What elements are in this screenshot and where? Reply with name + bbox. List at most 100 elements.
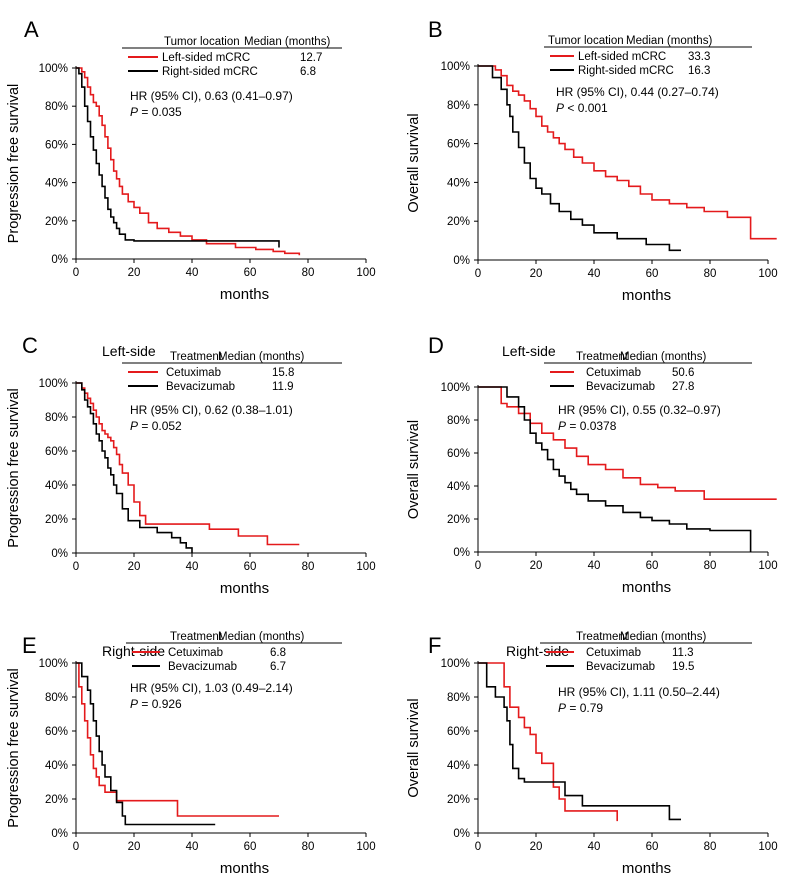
panel-subtitle: Left-side bbox=[502, 343, 556, 359]
y-tick-label: 80% bbox=[45, 101, 68, 113]
x-tick-label: 20 bbox=[128, 561, 141, 573]
survival-curve-second bbox=[478, 662, 681, 821]
p-value: < 0.001 bbox=[564, 101, 608, 115]
hazard-ratio-text: HR (95% CI), 1.11 (0.50–2.44) bbox=[558, 685, 720, 699]
x-tick-label: 60 bbox=[244, 267, 257, 279]
y-tick-label: 60% bbox=[45, 139, 68, 151]
legend-series-name: Right-sided mCRC bbox=[162, 66, 258, 78]
p-value-text: P = 0.052 bbox=[130, 419, 182, 433]
y-tick-label: 60% bbox=[45, 446, 68, 458]
y-tick-label: 0% bbox=[51, 548, 68, 560]
x-tick-label: 40 bbox=[588, 560, 601, 572]
p-value-text: P = 0.035 bbox=[130, 105, 182, 119]
legend-series-name: Cetuximab bbox=[586, 647, 641, 659]
legend-series-median: 6.8 bbox=[300, 66, 316, 78]
legend-series-median: 27.8 bbox=[672, 381, 694, 393]
y-tick-label: 80% bbox=[45, 692, 68, 704]
legend-series-median: 11.9 bbox=[272, 381, 294, 393]
y-axis-label: Progression free survival bbox=[6, 388, 22, 548]
y-tick-label: 0% bbox=[453, 828, 470, 840]
y-tick-label: 100% bbox=[39, 658, 68, 670]
y-tick-label: 80% bbox=[447, 415, 470, 427]
panel-b: B 0% 20% 40% 60% 80% 100% 0 20 40 60 80 100 Overall s… bbox=[406, 17, 778, 304]
y-tick-label: 100% bbox=[39, 378, 68, 390]
hazard-ratio-text: HR (95% CI), 1.03 (0.49–2.14) bbox=[130, 681, 293, 695]
survival-curve-first bbox=[478, 65, 777, 240]
legend-header-group: Treatment bbox=[170, 631, 223, 643]
x-tick-label: 0 bbox=[73, 267, 79, 279]
y-tick-label: 20% bbox=[447, 216, 470, 228]
x-tick-label: 40 bbox=[186, 561, 199, 573]
survival-curve-first bbox=[478, 386, 777, 500]
survival-curve-second bbox=[76, 662, 216, 826]
p-value-text: P = 0.926 bbox=[130, 697, 182, 711]
legend-header-group: Tumor location bbox=[164, 36, 240, 48]
x-tick-label: 100 bbox=[356, 841, 375, 853]
y-axis-label: Progression free survival bbox=[6, 84, 22, 244]
y-tick-label: 40% bbox=[447, 760, 470, 772]
p-symbol: P bbox=[556, 101, 564, 115]
panel-c: C Left-side 0% 20% 40% 60% 80% 100% 0 20 40 60 80 100… bbox=[6, 333, 376, 597]
p-symbol: P bbox=[130, 105, 138, 119]
p-value-text: P = 0.0378 bbox=[558, 419, 617, 433]
x-tick-label: 60 bbox=[646, 841, 659, 853]
legend-series-median: 12.7 bbox=[300, 52, 322, 64]
survival-curve-second bbox=[478, 65, 681, 252]
x-axis-label: months bbox=[622, 579, 671, 596]
x-tick-label: 80 bbox=[704, 268, 717, 280]
survival-curve-first bbox=[478, 662, 618, 822]
y-tick-label: 0% bbox=[51, 254, 68, 266]
y-axis-label: Overall survival bbox=[406, 698, 422, 797]
x-tick-label: 20 bbox=[530, 268, 543, 280]
y-axis-label: Progression free survival bbox=[6, 668, 22, 828]
legend-series-name: Cetuximab bbox=[586, 367, 641, 379]
legend-header-group: Treatment bbox=[170, 351, 223, 363]
legend-series-name: Bevacizumab bbox=[166, 381, 235, 393]
x-tick-label: 20 bbox=[128, 841, 141, 853]
y-tick-label: 100% bbox=[441, 658, 470, 670]
x-tick-label: 0 bbox=[475, 268, 481, 280]
x-tick-label: 80 bbox=[302, 561, 315, 573]
y-tick-label: 0% bbox=[453, 255, 470, 267]
x-tick-label: 40 bbox=[588, 268, 601, 280]
survival-curve-second bbox=[478, 386, 752, 552]
y-tick-label: 20% bbox=[45, 514, 68, 526]
x-tick-label: 100 bbox=[356, 561, 375, 573]
panel-label: A bbox=[24, 17, 39, 42]
legend: Tumor location Median (months) Left-sided … bbox=[122, 36, 342, 78]
panel-label: F bbox=[428, 633, 441, 658]
y-tick-label: 60% bbox=[45, 726, 68, 738]
legend-series-name: Cetuximab bbox=[168, 647, 223, 659]
legend-series-median: 16.3 bbox=[688, 65, 710, 77]
y-tick-label: 40% bbox=[447, 481, 470, 493]
p-symbol: P bbox=[130, 697, 138, 711]
y-axis-label: Overall survival bbox=[406, 420, 422, 519]
survival-curve-first bbox=[76, 67, 301, 256]
p-value: = 0.035 bbox=[138, 105, 182, 119]
x-axis-label: months bbox=[622, 860, 671, 877]
legend-series-name: Bevacizumab bbox=[586, 381, 655, 393]
y-tick-label: 60% bbox=[447, 726, 470, 738]
legend-series-median: 6.8 bbox=[270, 647, 286, 659]
x-tick-label: 20 bbox=[128, 267, 141, 279]
legend-series-median: 19.5 bbox=[672, 661, 694, 673]
legend-series-median: 15.8 bbox=[272, 367, 294, 379]
y-tick-label: 40% bbox=[45, 480, 68, 492]
x-tick-label: 20 bbox=[530, 841, 543, 853]
legend-header-median: Median (months) bbox=[244, 36, 330, 48]
y-tick-label: 20% bbox=[45, 216, 68, 228]
y-tick-label: 80% bbox=[447, 692, 470, 704]
y-tick-label: 0% bbox=[453, 547, 470, 559]
x-tick-label: 60 bbox=[646, 560, 659, 572]
legend-header-group: Treatment bbox=[576, 631, 629, 643]
p-value-text: P < 0.001 bbox=[556, 101, 608, 115]
x-tick-label: 40 bbox=[186, 267, 199, 279]
survival-curve-second bbox=[76, 67, 280, 248]
x-tick-label: 0 bbox=[73, 841, 79, 853]
hazard-ratio-text: HR (95% CI), 0.44 (0.27–0.74) bbox=[556, 85, 719, 99]
p-value: = 0.0378 bbox=[566, 419, 617, 433]
